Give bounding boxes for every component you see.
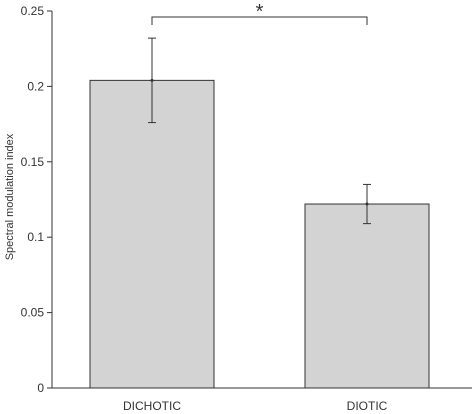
category-label: DICHOTIC <box>123 399 181 413</box>
significance-bracket: * <box>151 1 368 25</box>
y-tick-label: 0 <box>37 381 44 395</box>
bars: DICHOTIC DIOTIC <box>89 79 430 413</box>
bar-diotic <box>304 203 430 389</box>
error-bars <box>148 37 371 225</box>
y-tick-label: 0.15 <box>21 155 45 169</box>
category-label: DIOTIC <box>347 399 388 413</box>
bar-dichotic <box>89 79 215 389</box>
y-tick-label: 0.05 <box>21 306 45 320</box>
y-tick-label: 0.2 <box>27 79 44 93</box>
mean-marker <box>365 202 369 206</box>
significance-star: * <box>256 1 264 23</box>
y-tick-label: 0.25 <box>21 4 45 18</box>
y-axis-title: Spectral modulation index <box>4 133 16 260</box>
mean-marker <box>150 78 154 82</box>
y-tick-label: 0.1 <box>27 230 44 244</box>
significance-line <box>151 16 368 25</box>
